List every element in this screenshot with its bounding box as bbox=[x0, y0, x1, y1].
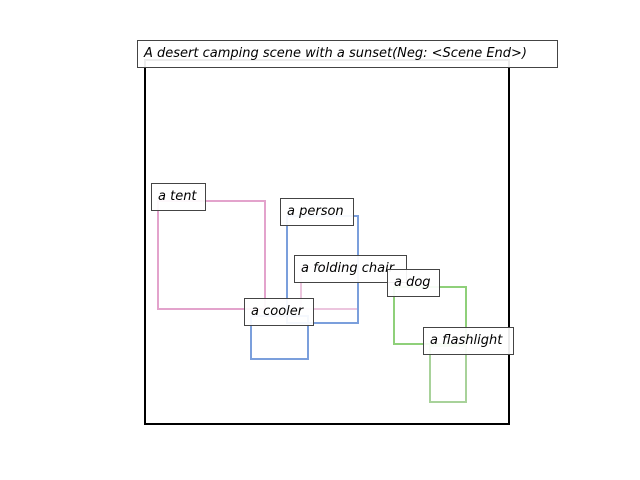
cooler-label: a cooler bbox=[244, 298, 314, 326]
dog-label: a dog bbox=[387, 269, 440, 297]
tent-box bbox=[157, 200, 266, 310]
folding-chair-label: a folding chair bbox=[294, 255, 407, 283]
scene-title: A desert camping scene with a sunset(Neg… bbox=[137, 40, 558, 68]
flashlight-label: a flashlight bbox=[423, 327, 514, 355]
person-label: a person bbox=[280, 198, 354, 226]
tent-label: a tent bbox=[151, 183, 206, 211]
